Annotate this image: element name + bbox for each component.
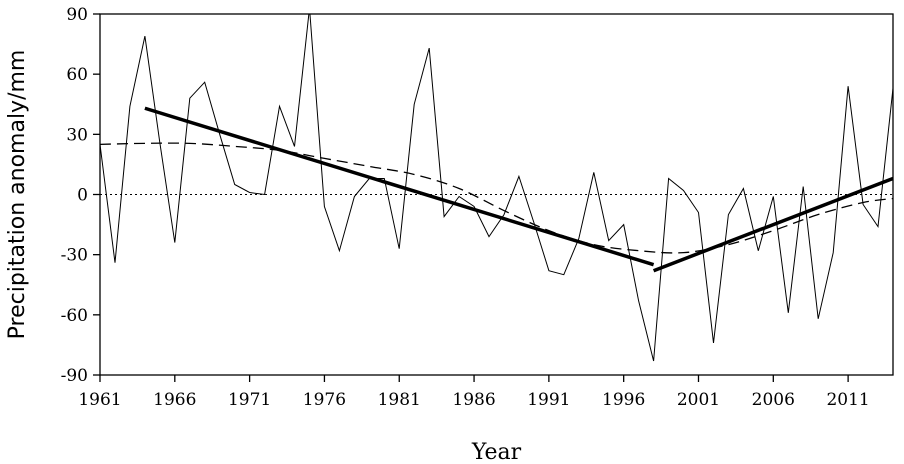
x-tick-label: 1986 <box>452 390 495 410</box>
series-layer <box>100 14 894 362</box>
x-axis: 1961 1966 1971 1976 1981 1986 1991 1996 2001 2006… <box>78 375 870 410</box>
x-tick-label: 1996 <box>602 390 645 410</box>
x-tick-label: 2011 <box>826 390 869 410</box>
y-tick-label: 30 <box>66 125 88 145</box>
y-tick-label: 90 <box>66 5 88 25</box>
y-axis: 90 60 30 0 -30 -60 -90 <box>61 5 100 386</box>
y-tick-label: 60 <box>66 65 88 85</box>
x-tick-label: 1961 <box>78 390 121 410</box>
x-tick-label: 1966 <box>153 390 196 410</box>
annual-anomaly-line <box>100 14 893 362</box>
y-tick-label: 0 <box>77 186 88 206</box>
piecewise-trend-segment-1 <box>144 106 655 267</box>
x-tick-label: 1976 <box>303 390 346 410</box>
y-tick-label: -60 <box>61 306 88 326</box>
piecewise-trend-segment-2 <box>652 176 894 273</box>
x-tick-label: 1981 <box>378 390 421 410</box>
x-axis-title: Year <box>471 440 522 464</box>
x-tick-label: 1991 <box>527 390 570 410</box>
smoothed-trend-curve <box>100 142 893 254</box>
x-tick-label: 2001 <box>677 390 720 410</box>
y-tick-label: -30 <box>61 246 88 266</box>
x-tick-label: 2006 <box>752 390 795 410</box>
y-axis-title: Precipitation anomaly/mm <box>5 50 30 340</box>
y-tick-label: -90 <box>61 366 88 386</box>
x-tick-label: 1971 <box>228 390 271 410</box>
